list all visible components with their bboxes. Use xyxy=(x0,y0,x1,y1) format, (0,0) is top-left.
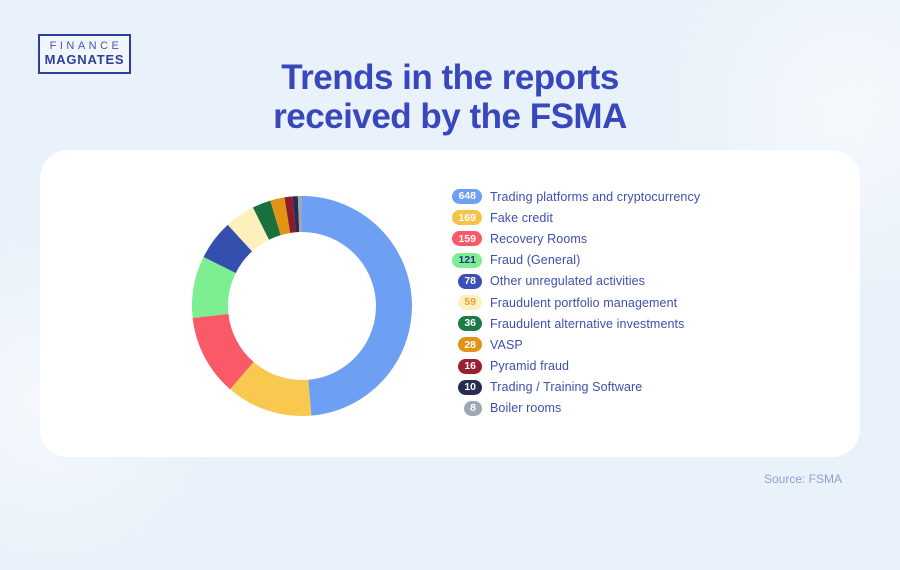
legend-badge-column: 169 xyxy=(445,210,482,226)
chart-card: 648 Trading platforms and cryptocurrency 1… xyxy=(40,150,860,457)
logo-text-magnates: MAGNATES xyxy=(44,51,125,67)
donut-segment xyxy=(227,207,269,252)
legend-label: Trading platforms and cryptocurrency xyxy=(490,189,701,204)
donut-segment xyxy=(270,197,291,236)
legend-item: 78 Other unregulated activities xyxy=(445,271,700,292)
legend-value-badge: 8 xyxy=(464,400,482,416)
legend-badge-column: 648 xyxy=(445,189,482,205)
legend-item: 10 Trading / Training Software xyxy=(445,377,700,398)
legend-item: 36 Fraudulent alternative investments xyxy=(445,313,700,334)
page-title-line2: received by the FSMA xyxy=(273,97,627,137)
finance-magnates-logo: FINANCE MAGNATES xyxy=(38,34,131,74)
legend-label: Trading / Training Software xyxy=(490,380,643,395)
donut-segment xyxy=(292,196,300,233)
legend-label: Fraud (General) xyxy=(490,253,581,268)
legend-badge-column: 78 xyxy=(445,273,482,289)
legend-value-badge: 648 xyxy=(452,189,482,205)
donut-segment xyxy=(252,200,281,240)
legend-label: Fake credit xyxy=(490,210,553,225)
legend-label: Fraudulent portfolio management xyxy=(490,295,678,310)
legend-label: Fraudulent alternative investments xyxy=(490,316,685,331)
donut-segment xyxy=(192,256,236,318)
legend-value-badge: 28 xyxy=(458,337,482,353)
legend-value-badge: 59 xyxy=(458,295,482,311)
legend-item: 28 VASP xyxy=(445,334,700,355)
source-attribution: Source: FSMA xyxy=(763,472,842,486)
legend-badge-column: 121 xyxy=(445,252,482,268)
legend-value-badge: 16 xyxy=(458,358,482,374)
legend-item: 8 Boiler rooms xyxy=(445,398,700,419)
legend-badge-column: 16 xyxy=(445,358,482,374)
legend-badge-column: 10 xyxy=(445,379,482,395)
legend-value-badge: 169 xyxy=(452,210,482,226)
legend-item: 59 Fraudulent portfolio management xyxy=(445,292,700,313)
legend-label: Pyramid fraud xyxy=(490,359,570,374)
page-title-line1: Trends in the reports xyxy=(281,58,619,97)
donut-chart xyxy=(187,191,417,421)
legend-label: Recovery Rooms xyxy=(490,231,588,246)
legend-value-badge: 121 xyxy=(452,252,482,268)
legend-value-badge: 159 xyxy=(452,231,482,247)
legend-value-badge: 10 xyxy=(458,379,482,395)
legend-badge-column: 159 xyxy=(445,231,482,247)
chart-legend: 648 Trading platforms and cryptocurrency 1… xyxy=(445,186,700,419)
legend-value-badge: 78 xyxy=(458,273,482,289)
legend-badge-column: 28 xyxy=(445,337,482,353)
legend-label: VASP xyxy=(490,337,523,352)
logo-text-finance: FINANCE xyxy=(49,40,123,53)
donut-segment xyxy=(302,196,412,416)
donut-segment xyxy=(230,362,312,416)
donut-segment xyxy=(203,224,253,273)
donut-segment xyxy=(284,196,296,233)
legend-label: Other unregulated activities xyxy=(490,274,645,289)
donut-chart-svg xyxy=(192,196,412,416)
donut-segment xyxy=(192,314,254,390)
legend-value-badge: 36 xyxy=(458,316,482,332)
legend-item: 648 Trading platforms and cryptocurrency xyxy=(445,186,700,207)
legend-label: Boiler rooms xyxy=(490,401,562,416)
legend-badge-column: 36 xyxy=(445,316,482,332)
legend-item: 169 Fake credit xyxy=(445,207,700,228)
donut-segment xyxy=(297,196,302,233)
legend-item: 121 Fraud (General) xyxy=(445,250,700,271)
legend-badge-column: 59 xyxy=(445,295,482,311)
legend-item: 16 Pyramid fraud xyxy=(445,356,700,377)
page-title: Trends in the reports received by the FSM… xyxy=(130,58,770,136)
legend-item: 159 Recovery Rooms xyxy=(445,228,700,249)
legend-badge-column: 8 xyxy=(445,400,482,416)
